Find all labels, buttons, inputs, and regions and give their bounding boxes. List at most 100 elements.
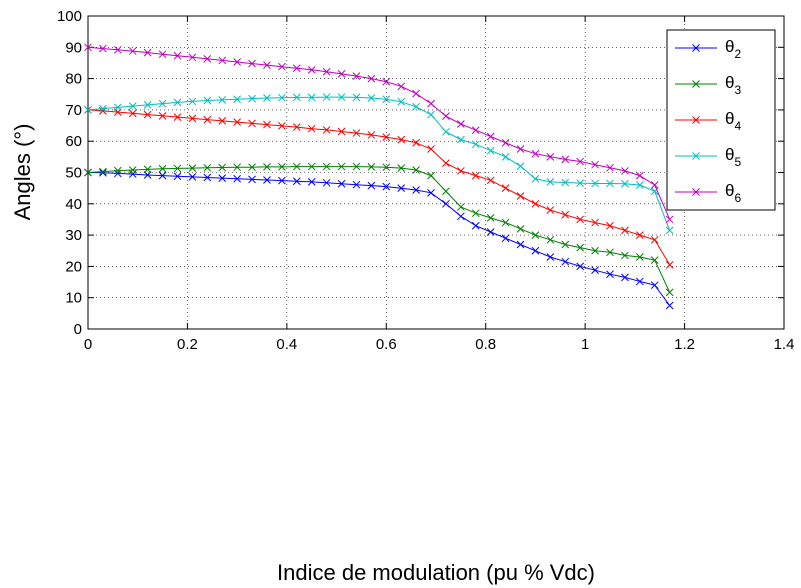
marker [263, 163, 271, 171]
marker [233, 58, 241, 66]
marker [486, 214, 495, 222]
marker [621, 251, 629, 260]
marker [516, 192, 525, 200]
marker [352, 129, 361, 137]
marker [292, 177, 301, 186]
marker [635, 171, 644, 180]
x-tick-label: 0.6 [376, 336, 397, 353]
marker [412, 166, 420, 174]
marker [382, 133, 391, 141]
marker [382, 77, 391, 86]
marker [591, 246, 599, 255]
marker [397, 82, 406, 91]
x-axis-label: Indice de modulation (pu % Vdc) [277, 560, 595, 585]
marker [531, 199, 540, 208]
marker [561, 257, 570, 266]
marker [561, 210, 570, 219]
marker [457, 212, 465, 221]
marker [531, 174, 540, 183]
marker [337, 70, 346, 78]
marker [218, 96, 227, 104]
x-tick-label: 1 [581, 336, 589, 353]
marker [650, 256, 659, 264]
marker [457, 120, 465, 128]
marker [218, 174, 227, 182]
marker [203, 55, 212, 63]
marker [591, 179, 599, 188]
marker [606, 163, 614, 172]
legend-marker [692, 116, 700, 124]
marker [352, 180, 361, 189]
legend-label: θ3 [725, 73, 741, 97]
marker [292, 123, 301, 131]
y-tick-label: 30 [65, 227, 82, 244]
marker [442, 187, 450, 196]
marker [337, 93, 346, 101]
marker [173, 98, 182, 107]
marker [471, 171, 480, 180]
marker [516, 145, 525, 153]
marker [337, 179, 346, 188]
marker [158, 99, 167, 108]
marker [248, 94, 256, 103]
marker [635, 181, 644, 189]
marker [516, 162, 525, 171]
marker [278, 176, 286, 185]
x-tick-label: 0 [84, 336, 92, 353]
marker [278, 122, 286, 130]
marker [322, 162, 331, 171]
marker [591, 218, 599, 227]
marker [486, 132, 495, 141]
marker [501, 184, 510, 193]
x-tick-label: 1.4 [774, 336, 795, 353]
marker [188, 53, 197, 62]
marker [412, 102, 420, 111]
marker [367, 94, 376, 102]
marker [367, 74, 376, 83]
legend-label: θ2 [725, 37, 741, 61]
marker [218, 56, 227, 65]
marker [158, 164, 167, 173]
legend-label: θ4 [725, 109, 741, 133]
marker [412, 138, 420, 147]
marker [457, 135, 465, 144]
marker [203, 96, 212, 105]
marker [442, 199, 450, 208]
marker [233, 163, 241, 172]
marker [576, 215, 585, 224]
marker [635, 277, 644, 286]
marker [263, 94, 271, 102]
marker [99, 44, 107, 53]
marker [99, 168, 107, 177]
marker [561, 240, 570, 249]
marker [218, 163, 227, 172]
marker [576, 262, 585, 271]
marker [158, 171, 167, 180]
marker [99, 167, 107, 176]
marker [561, 155, 570, 164]
marker [113, 45, 122, 54]
x-tick-label: 1.2 [674, 336, 695, 353]
y-tick-label: 40 [65, 196, 82, 213]
marker [665, 215, 674, 224]
marker [382, 163, 391, 172]
marker [397, 184, 406, 193]
marker [621, 167, 629, 175]
marker [322, 93, 331, 101]
marker [621, 226, 629, 235]
marker [233, 174, 241, 183]
marker [263, 176, 271, 184]
marker [292, 162, 301, 171]
y-tick-label: 80 [65, 71, 82, 88]
marker [591, 160, 599, 169]
marker [248, 59, 256, 68]
marker [367, 131, 376, 139]
y-tick-label: 10 [65, 290, 82, 307]
marker [322, 67, 331, 76]
marker [367, 163, 376, 171]
y-tick-label: 20 [65, 258, 82, 275]
marker [188, 173, 197, 181]
marker [188, 114, 197, 123]
marker [173, 51, 182, 60]
marker [665, 226, 674, 235]
